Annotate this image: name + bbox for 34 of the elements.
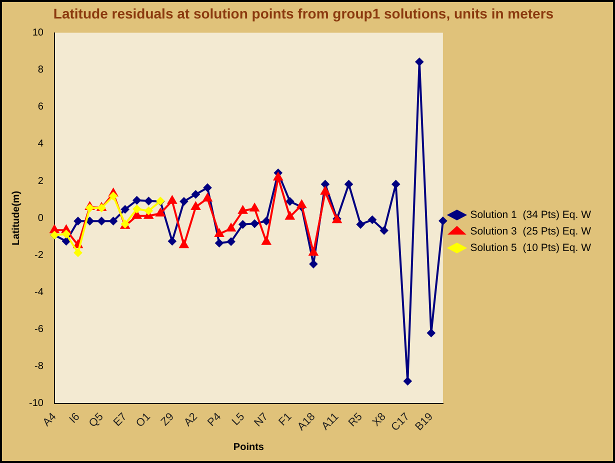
chart-title: Latitude residuals at solution points from group1 solutions, units in meters [53, 5, 554, 22]
y-tick-label: -2 [34, 250, 44, 261]
y-tick-label: 8 [38, 64, 44, 76]
x-tick-label: A18 [295, 410, 318, 434]
x-tick-label: A2 [182, 410, 200, 429]
legend-label: Solution 1 (34 Pts) Eq. W [470, 208, 592, 221]
x-tick-label: O1 [134, 410, 153, 430]
x-tick-label: Q5 [86, 410, 106, 430]
x-tick-label: B19 [413, 410, 436, 434]
y-axis-title: Latitude(m) [10, 190, 22, 246]
legend-label: Solution 3 (25 Pts) Eq. W [470, 225, 592, 238]
y-tick-label: 2 [38, 176, 44, 187]
x-tick-label: P4 [206, 410, 224, 429]
x-axis-title: Points [233, 442, 264, 453]
y-tick-label: 4 [38, 138, 44, 150]
y-tick-label: 0 [38, 212, 44, 224]
x-tick-label: R5 [346, 410, 365, 430]
y-tick-label: -10 [29, 398, 44, 410]
x-tick-label: X8 [370, 410, 388, 429]
y-tick-label: 10 [32, 28, 44, 39]
y-tick-label: -4 [34, 286, 44, 298]
legend-label: Solution 5 (10 Pts) Eq. W [470, 242, 592, 254]
x-tick-label: A4 [40, 410, 59, 429]
y-tick-label: 6 [38, 102, 44, 113]
x-tick-label: F1 [276, 410, 294, 428]
y-tick-label: -6 [34, 324, 44, 336]
x-tick-label: C17 [389, 410, 412, 434]
x-tick-label: N7 [252, 410, 271, 430]
x-tick-label: Z9 [158, 410, 176, 428]
x-tick-label: A11 [320, 410, 342, 433]
x-tick-label: L5 [230, 410, 248, 428]
x-tick-label: E7 [111, 410, 130, 429]
y-tick-label: -8 [34, 361, 44, 372]
x-tick-label: I6 [67, 410, 82, 426]
